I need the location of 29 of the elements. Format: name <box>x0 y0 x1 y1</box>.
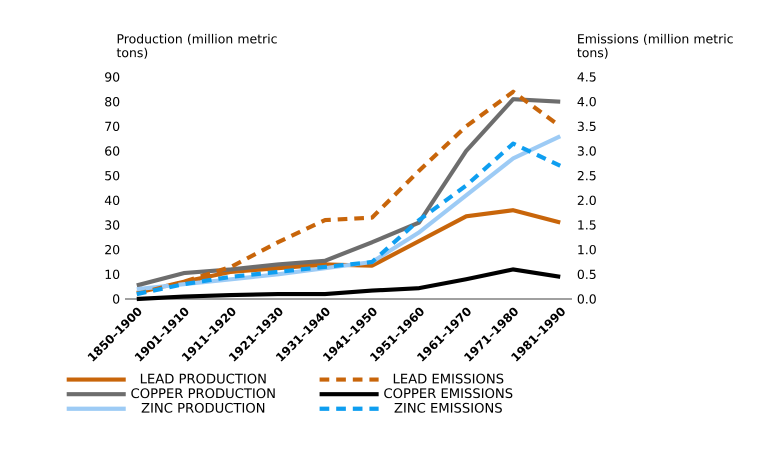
y2-tick-label: 0.0 <box>578 294 596 304</box>
y-tick-label: 40 <box>104 196 120 206</box>
y2-tick-label: 2.0 <box>578 196 596 206</box>
y2-axis-title: Emissions (million metric tons) <box>577 34 733 59</box>
legend-label: ZINC EMISSIONS <box>394 402 502 413</box>
legend-label: LEAD PRODUCTION <box>140 374 266 384</box>
y2-tick-label: 1.0 <box>578 244 596 254</box>
y-tick-label: 20 <box>105 244 120 254</box>
y2-tick-label: 2.5 <box>578 170 596 180</box>
legend-label: ZINC PRODUCTION <box>142 402 264 413</box>
y2-tick-label: 1.5 <box>578 220 596 230</box>
legend-label: COPPER EMISSIONS <box>384 388 512 398</box>
y-tick-label: 30 <box>105 220 120 230</box>
y2-tick-label: 0.5 <box>578 270 596 280</box>
y-tick-label: 50 <box>105 170 120 180</box>
y2-tick-label: 3.0 <box>578 146 596 156</box>
y-tick-label: 80 <box>105 96 120 106</box>
y-tick-label: 10 <box>106 270 120 280</box>
y-tick-label: 60 <box>105 146 120 156</box>
y2-tick-label: 4.5 <box>577 72 596 82</box>
y2-tick-label: 3.5 <box>578 122 596 132</box>
line-series <box>134 267 562 302</box>
y-tick-label: 90 <box>105 72 120 82</box>
y-tick-label: 70 <box>105 122 120 132</box>
legend-label: COPPER PRODUCTION <box>131 388 275 398</box>
y-tick-label: 0 <box>113 294 120 304</box>
y-axis-title: Production (million metric tons) <box>116 34 277 59</box>
legend-label: LEAD EMISSIONS <box>394 374 504 384</box>
y2-tick-label: 4.0 <box>577 96 596 106</box>
